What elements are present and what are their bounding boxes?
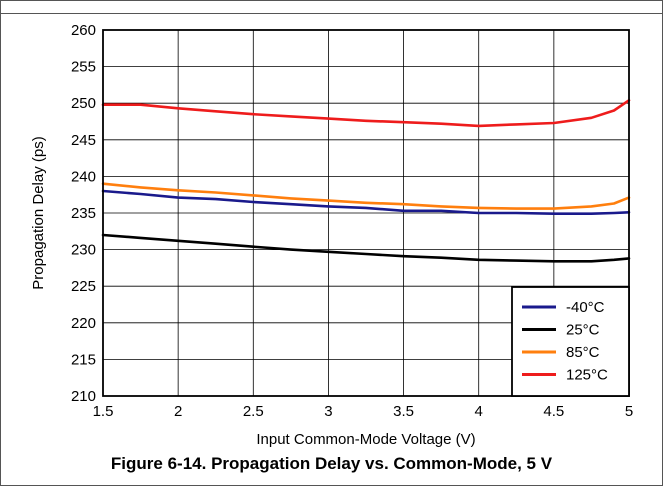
legend-label: -40°C (566, 299, 605, 316)
figure-caption: Figure 6-14. Propagation Delay vs. Commo… (110, 454, 553, 473)
series-layer (101, 99, 631, 263)
y-tick-label: 260 (71, 22, 96, 39)
x-tick-label: 1.5 (93, 403, 114, 420)
legend-box (511, 286, 630, 397)
legend-label: 85°C (566, 344, 600, 361)
y-tick-label: 245 (71, 132, 96, 149)
x-axis-label: Input Common-Mode Voltage (V) (256, 431, 475, 448)
x-tick-labels: 1.5 2 2.5 3 3.5 4 4.5 5 (93, 403, 634, 420)
y-tick-label: 225 (71, 278, 96, 295)
y-tick-label: 235 (71, 205, 96, 222)
x-tick-label: 5 (625, 403, 633, 420)
x-tick-label: 3 (324, 403, 332, 420)
x-tick-label: 4.5 (543, 403, 564, 420)
x-tick-label: 2 (174, 403, 182, 420)
x-tick-label: 4 (475, 403, 483, 420)
y-tick-label: 250 (71, 95, 96, 112)
y-tick-labels: 210 215 220 225 230 235 240 245 250 255 260 (71, 22, 96, 405)
series-line-3 (101, 99, 631, 128)
x-tick-label: 3.5 (393, 403, 414, 420)
y-tick-label: 215 (71, 351, 96, 368)
y-tick-label: 255 (71, 59, 96, 76)
y-axis-label: Propagation Delay (ps) (30, 136, 47, 289)
legend: -40°C 25°C 85°C 125°C (511, 286, 630, 397)
series-line-1 (101, 233, 631, 263)
y-tick-label: 230 (71, 242, 96, 259)
y-tick-label: 210 (71, 388, 96, 405)
x-tick-label: 2.5 (243, 403, 264, 420)
plot-area-border (102, 29, 630, 397)
legend-label: 125°C (566, 367, 608, 384)
legend-label: 25°C (566, 322, 600, 339)
y-tick-label: 240 (71, 168, 96, 185)
series-line-0 (101, 189, 631, 215)
series-line-2 (101, 182, 631, 210)
y-tick-label: 220 (71, 315, 96, 332)
